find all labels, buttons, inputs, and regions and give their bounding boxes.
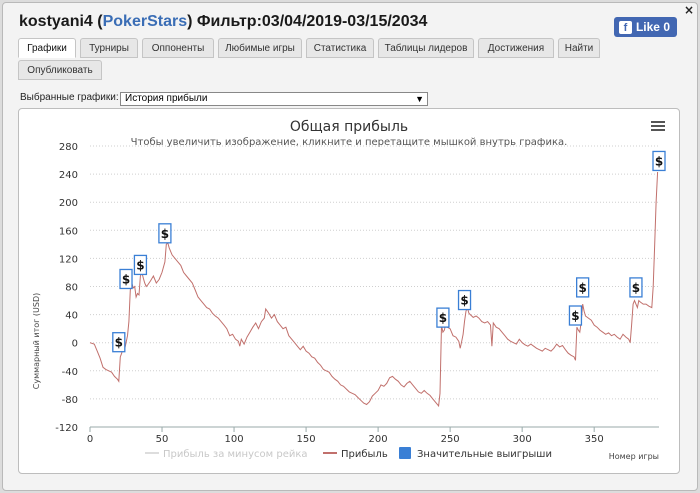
big-win-marker[interactable]: $: [457, 289, 472, 311]
chart-menu-icon[interactable]: [651, 121, 665, 131]
big-win-marker[interactable]: $: [158, 223, 172, 244]
y-tick-label: 40: [65, 311, 78, 322]
big-win-marker-box: [112, 332, 126, 353]
tab-achievements[interactable]: Достижения: [478, 38, 554, 58]
legend-label-profit[interactable]: Прибыль: [341, 449, 388, 460]
tab-opponents[interactable]: Оппоненты: [142, 38, 214, 58]
y-tick-label: 160: [59, 226, 78, 237]
facebook-icon: f: [618, 20, 632, 34]
big-win-marker-box: [568, 305, 583, 326]
big-win-marker[interactable]: $: [112, 332, 126, 353]
y-tick-label: -80: [62, 395, 78, 406]
big-win-marker-box: [457, 289, 472, 311]
big-win-marker[interactable]: $: [629, 277, 643, 298]
big-win-marker-label: $: [655, 154, 663, 168]
chart-select-label: Выбранные графики:: [20, 92, 119, 103]
big-win-marker-label: $: [578, 281, 586, 295]
big-win-marker-label: $: [571, 309, 579, 323]
x-tick-label: 350: [585, 434, 604, 445]
x-tick-label: 200: [369, 434, 388, 445]
big-win-marker[interactable]: $: [436, 307, 450, 328]
big-win-marker-box: [576, 277, 590, 298]
filter-range: Фильтр:03/04/2019-03/15/2034: [196, 13, 428, 30]
big-win-marker-label: $: [460, 294, 468, 308]
y-tick-label: 280: [59, 142, 78, 153]
x-axis-label: Номер игры: [609, 452, 659, 461]
y-tick-label: 0: [72, 339, 78, 350]
big-win-marker-label: $: [136, 258, 144, 272]
y-tick-label: -120: [55, 423, 78, 434]
y-tick-label: 80: [65, 283, 78, 294]
close-icon[interactable]: ×: [683, 3, 694, 17]
big-win-marker-label: $: [632, 281, 640, 295]
like-label: Like 0: [635, 20, 670, 34]
big-win-marker-box: [629, 277, 643, 298]
dropdown-arrow-icon: ▼: [415, 94, 424, 104]
profit-chart[interactable]: Общая прибыль Чтобы увеличить изображени…: [19, 109, 679, 473]
big-win-marker[interactable]: $: [576, 277, 590, 298]
x-tick-label: 300: [513, 434, 532, 445]
chart-select[interactable]: История прибыли ▼: [120, 92, 428, 106]
y-tick-label: -40: [62, 367, 78, 378]
x-tick-label: 100: [225, 434, 244, 445]
big-win-marker-box: [158, 223, 172, 244]
x-tick-label: 250: [441, 434, 460, 445]
y-tick-label: 120: [59, 254, 78, 265]
tab-leaderboards[interactable]: Таблицы лидеров: [378, 38, 474, 58]
chart-select-value: История прибыли: [125, 93, 208, 104]
page-title: kostyani4 (PokerStars) Фильтр:03/04/2019…: [19, 13, 428, 30]
tab-graphs[interactable]: Графики: [18, 38, 76, 58]
big-win-marker[interactable]: $: [133, 254, 148, 276]
tab-statistics[interactable]: Статистика: [306, 38, 374, 58]
y-tick-label: 240: [59, 170, 78, 181]
tab-favorite-games[interactable]: Любимые игры: [218, 38, 302, 58]
chart-title: Общая прибыль: [290, 119, 408, 135]
x-tick-label: 150: [297, 434, 316, 445]
tab-tournaments[interactable]: Турниры: [80, 38, 138, 58]
big-win-marker-label: $: [439, 311, 447, 325]
big-win-marker-box: [133, 254, 148, 276]
big-win-marker-label: $: [115, 336, 123, 350]
y-tick-label: 200: [59, 198, 78, 209]
tab-publish[interactable]: Опубликовать: [18, 60, 102, 80]
big-win-marker-box: [119, 268, 133, 290]
big-win-marker-box: [652, 150, 666, 172]
facebook-like-button[interactable]: f Like 0: [613, 17, 677, 37]
big-win-marker-label: $: [122, 272, 130, 286]
y-axis-label: Суммарный итог (USD): [32, 293, 41, 390]
legend-label-big-wins[interactable]: Значительные выигрыши: [417, 449, 552, 460]
big-win-marker-label: $: [161, 227, 169, 241]
legend-label-net[interactable]: Прибыль за минусом рейка: [163, 449, 308, 460]
chart-container: Общая прибыль Чтобы увеличить изображени…: [18, 108, 680, 474]
legend: Прибыль за минусом рейка Прибыль Значите…: [145, 447, 552, 460]
legend-swatch-big-wins: [399, 447, 411, 459]
x-tick-label: 50: [156, 434, 169, 445]
series-line-profit: [89, 171, 659, 408]
big-win-marker[interactable]: $: [568, 305, 583, 326]
x-tick-label: 0: [87, 434, 93, 445]
big-win-marker[interactable]: $: [119, 268, 133, 290]
big-win-marker[interactable]: $: [652, 150, 666, 172]
player-name: kostyani4: [19, 13, 93, 30]
tab-search[interactable]: Найти: [558, 38, 600, 58]
big-win-marker-box: [436, 307, 450, 328]
site-link[interactable]: PokerStars: [102, 13, 188, 30]
chart-subtitle: Чтобы увеличить изображение, кликните и …: [131, 137, 568, 148]
